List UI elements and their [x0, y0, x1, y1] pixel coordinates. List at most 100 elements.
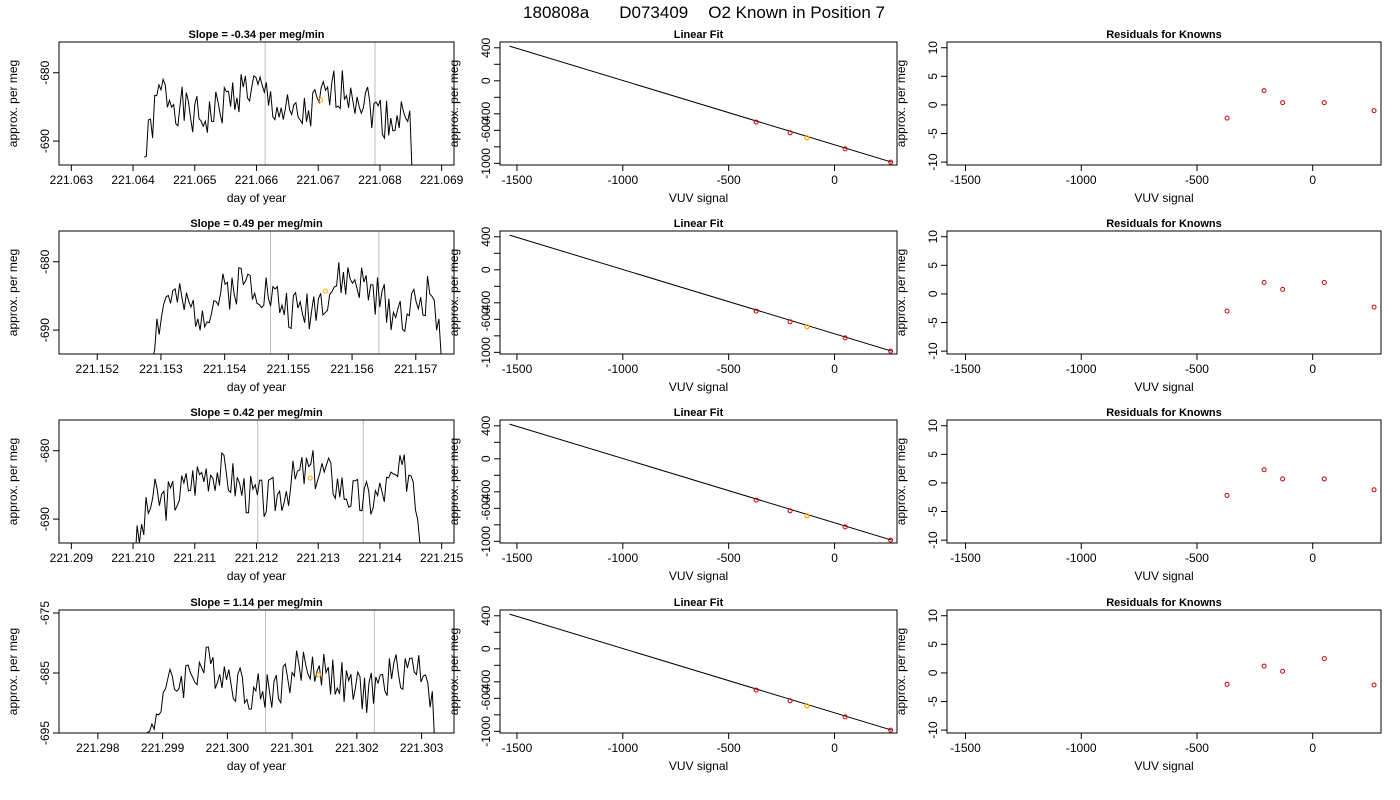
- x-tick-label: 221.067: [297, 173, 341, 187]
- x-tick-label: 0: [831, 551, 838, 565]
- x-axis-label: VUV signal: [669, 380, 728, 394]
- plot-area: [144, 42, 413, 165]
- highlight-point: [804, 324, 810, 330]
- x-axis-label: VUV signal: [1134, 191, 1193, 205]
- x-tick-label: 221.210: [111, 551, 155, 565]
- plot-area: [146, 610, 435, 733]
- panel-title: Residuals for Knowns: [1106, 407, 1222, 419]
- y-tick-label: 400: [479, 415, 493, 435]
- x-tick-label: -1500: [502, 362, 533, 376]
- x-tick-label: -1000: [607, 173, 638, 187]
- panel-title: Slope = 1.14 per meg/min: [190, 597, 323, 609]
- y-tick-label: -1000: [479, 337, 493, 368]
- panel-linear-fit-1: Linear Fit -1500 -1000 -500 0 -1000 -600-400 0 4…: [447, 29, 898, 205]
- y-axis-label: approx. per meg: [6, 249, 20, 336]
- data-point: [888, 159, 894, 165]
- x-tick-label: 221.298: [76, 741, 120, 755]
- known-marker: [322, 288, 328, 294]
- y-tick-label: 5: [926, 451, 940, 458]
- x-tick-label: -500: [1185, 551, 1209, 565]
- x-tick-label: 0: [1309, 551, 1316, 565]
- residual-point: [1321, 279, 1327, 285]
- plot-frame: [946, 230, 1382, 355]
- plot-frame: [499, 230, 898, 355]
- x-tick-label: 0: [831, 362, 838, 376]
- y-tick-label: 0: [926, 101, 940, 108]
- panel-residuals-1: Residuals for Knowns -1500 -1000 -500 0 -10 -5…: [894, 29, 1382, 205]
- y-tick-label: 0: [479, 77, 493, 84]
- panel-title: Linear Fit: [674, 29, 724, 41]
- time-series-trace: [146, 646, 435, 733]
- x-tick-label: 221.303: [400, 741, 444, 755]
- plot-area: [509, 234, 894, 354]
- y-axis-label: approx. per meg: [894, 60, 908, 147]
- y-axis-label: approx. per meg: [894, 628, 908, 715]
- y-tick-label: 0: [926, 669, 940, 676]
- x-tick-label: 221.209: [50, 551, 94, 565]
- residual-point: [1224, 681, 1230, 687]
- y-tick-label: -400: [479, 101, 493, 125]
- x-axis-label: day of year: [227, 759, 286, 773]
- panel-title: Residuals for Knowns: [1106, 597, 1222, 609]
- y-tick-label: -600: [479, 307, 493, 331]
- x-tick-label: -1500: [502, 173, 533, 187]
- plot-frame: [499, 419, 898, 544]
- panel-title: Linear Fit: [674, 407, 724, 419]
- y-axis-label: approx. per meg: [447, 249, 461, 336]
- residual-point: [1371, 108, 1377, 114]
- y-tick-label: -400: [479, 290, 493, 314]
- panel-linear-fit-3: Linear Fit -1500 -1000 -500 0 -1000 -600-400 0 4…: [447, 407, 898, 583]
- panel-time-series-2: Slope = 0.49 per meg/min 221.152 221.153 22…: [6, 218, 455, 394]
- residual-point: [1261, 663, 1267, 669]
- plot-area: [1224, 88, 1377, 121]
- data-point: [753, 497, 759, 503]
- x-tick-label: -1500: [950, 551, 981, 565]
- residual-point: [1280, 476, 1286, 482]
- data-point: [888, 537, 894, 543]
- panel-title: Slope = -0.34 per meg/min: [188, 29, 324, 41]
- plot-frame: [499, 41, 898, 166]
- highlight-point: [804, 703, 810, 709]
- y-tick-label: -680: [38, 438, 52, 462]
- y-axis-label: approx. per meg: [894, 438, 908, 525]
- y-tick-label: -400: [479, 479, 493, 503]
- time-series-trace: [153, 262, 442, 354]
- y-tick-label: 400: [479, 605, 493, 625]
- x-tick-label: -500: [717, 362, 741, 376]
- panel-title: Slope = 0.49 per meg/min: [190, 218, 323, 230]
- panel-residuals-2: Residuals for Knowns -1500 -1000 -500 0 -10 -5…: [894, 218, 1382, 394]
- data-point: [888, 727, 894, 733]
- y-tick-label: 0: [479, 645, 493, 652]
- plot-frame: [946, 609, 1382, 734]
- plot-area: [509, 613, 894, 733]
- plot-frame: [946, 41, 1382, 166]
- data-point: [842, 335, 848, 341]
- y-tick-label: 5: [926, 641, 940, 648]
- x-tick-label: 221.213: [297, 551, 341, 565]
- data-point: [753, 119, 759, 125]
- x-tick-label: 221.155: [267, 362, 311, 376]
- x-tick-label: -1500: [950, 173, 981, 187]
- residual-point: [1280, 100, 1286, 106]
- x-axis-label: VUV signal: [669, 569, 728, 583]
- x-tick-label: 0: [831, 741, 838, 755]
- panel-title: Residuals for Knowns: [1106, 218, 1222, 230]
- residual-point: [1261, 88, 1267, 94]
- x-tick-label: -500: [717, 173, 741, 187]
- y-tick-label: 400: [479, 37, 493, 57]
- residual-point: [1321, 476, 1327, 482]
- x-axis-label: day of year: [227, 380, 286, 394]
- panel-residuals-4: Residuals for Knowns -1500 -1000 -500 0 -10 -5…: [894, 597, 1382, 773]
- x-axis-label: day of year: [227, 569, 286, 583]
- plot-area: [135, 420, 421, 543]
- y-tick-label: -5: [926, 128, 940, 139]
- figure-title-tank: D073409: [619, 3, 688, 22]
- y-tick-label: -1000: [479, 716, 493, 747]
- y-tick-label: -690: [38, 507, 52, 531]
- time-series-trace: [144, 70, 413, 165]
- panel-title: Slope = 0.42 per meg/min: [190, 407, 323, 419]
- x-axis-label: VUV signal: [669, 191, 728, 205]
- y-tick-label: -1000: [479, 526, 493, 557]
- residual-point: [1224, 115, 1230, 121]
